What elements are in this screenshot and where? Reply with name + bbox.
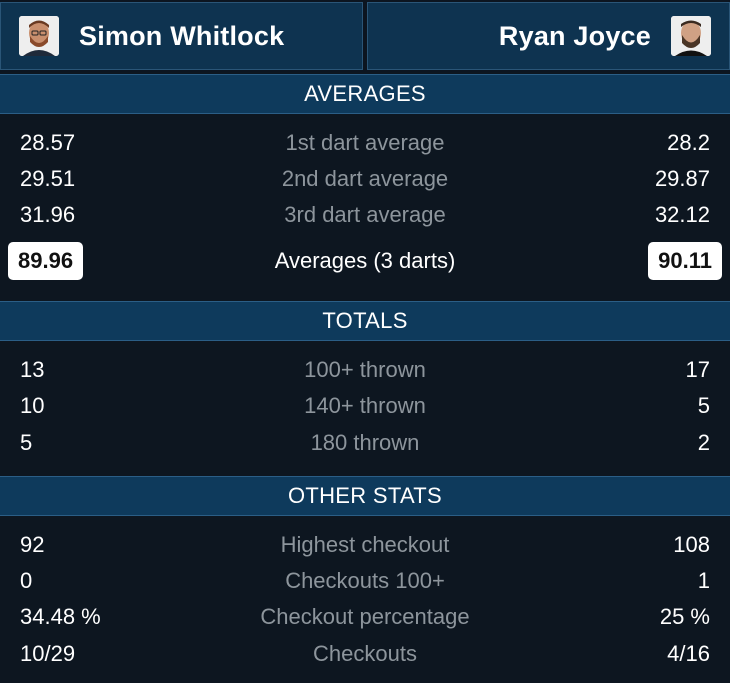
stat-row: 0 Checkouts 100+ 1 [0,563,730,599]
stat-label: 1st dart average [285,130,445,155]
stat-left-value: 10/29 [20,641,76,666]
average-summary-row: 89.96 Averages (3 darts) 90.11 [0,241,730,281]
player-card-left[interactable]: Simon Whitlock [0,2,363,70]
stat-right-value: 28.2 [667,130,710,155]
stat-left-value: 34.48 % [20,604,101,629]
stat-row: 10/29 Checkouts 4/16 [0,636,730,672]
stat-left-value: 0 [20,568,33,593]
stat-label: Checkout percentage [260,604,470,629]
stat-right-value: 5 [697,393,710,418]
stat-label: Checkouts [313,641,417,666]
players-header: Simon Whitlock Ryan Joyce [0,0,730,72]
stat-right-value: 4/16 [667,641,710,666]
stat-row: 92 Highest checkout 108 [0,527,730,563]
stat-row: 28.57 1st dart average 28.2 [0,125,730,161]
stat-row: 13 100+ thrown 17 [0,352,730,388]
player-name-left: Simon Whitlock [79,20,285,51]
average-badge-right: 90.11 [648,242,722,280]
section-header-other-stats: OTHER STATS [0,476,730,516]
stat-row: 31.96 3rd dart average 32.12 [0,197,730,233]
stat-label: 2nd dart average [281,166,449,191]
stat-right-value: 29.87 [654,166,710,191]
average-badge-left: 89.96 [8,242,84,280]
stat-left-value: 13 [20,357,45,382]
stat-label: 140+ thrown [304,393,426,418]
stat-row: 34.48 % Checkout percentage 25 % [0,599,730,635]
stat-row: 10 140+ thrown 5 [0,388,730,424]
stat-right-value: 17 [685,357,710,382]
section-header-averages: AVERAGES [0,74,730,114]
stat-label: Averages (3 darts) [274,248,456,273]
stat-label: 180 thrown [310,430,420,455]
stat-row: 5 180 thrown 2 [0,425,730,461]
stat-left-value: 5 [20,430,33,455]
stat-label: Highest checkout [280,532,450,557]
stat-right-value: 25 % [659,604,710,629]
stat-right-value: 108 [673,532,710,557]
stat-left-value: 92 [20,532,45,557]
player-card-right[interactable]: Ryan Joyce [367,2,730,70]
stat-label: Checkouts 100+ [285,568,445,593]
stat-left-value: 31.96 [20,202,76,227]
stat-right-value: 32.12 [654,202,710,227]
player-photo-icon [671,16,711,56]
stat-right-value: 1 [697,568,710,593]
stat-left-value: 29.51 [20,166,76,191]
player-photo-icon [19,16,59,56]
stat-label: 100+ thrown [304,357,426,382]
stat-left-value: 10 [20,393,45,418]
stat-right-value: 2 [697,430,710,455]
stat-left-value: 28.57 [20,130,76,155]
stat-label: 3rd dart average [284,202,446,227]
section-header-totals: TOTALS [0,301,730,341]
stat-row: 29.51 2nd dart average 29.87 [0,161,730,197]
player-name-right: Ryan Joyce [498,20,651,51]
